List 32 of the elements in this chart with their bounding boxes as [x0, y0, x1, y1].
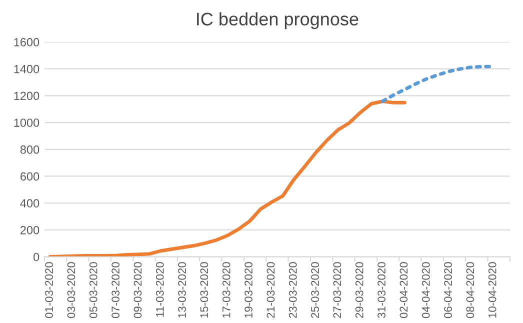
x-tick-label: 01-03-2020 [45, 262, 53, 318]
y-tick-label: 1400 [14, 64, 40, 74]
y-tick-label: 200 [20, 226, 40, 234]
x-tick-label: 02-04-2020 [400, 262, 408, 318]
x-tick-label: 08-04-2020 [466, 262, 474, 318]
x-tick-label: 06-04-2020 [444, 262, 452, 318]
x-tick-label: 05-03-2020 [89, 262, 98, 318]
x-tick-label: 13-03-2020 [178, 262, 186, 318]
x-tick-label: 04-04-2020 [422, 262, 430, 318]
x-tick-label: 10-04-2020 [488, 262, 496, 318]
y-tick-label: 800 [20, 145, 40, 154]
chart-title: IC bedden prognose [197, 12, 358, 30]
x-tick-label: 15-03-2020 [200, 262, 208, 318]
x-tick-label: 23-03-2020 [288, 262, 297, 318]
x-tick-label: 17-03-2020 [222, 262, 230, 318]
x-tick-label: 07-03-2020 [112, 262, 120, 318]
y-tick-label: 0 [33, 252, 40, 262]
x-tick-label: 29-03-2020 [355, 262, 364, 318]
y-tick-label: 1600 [14, 38, 40, 46]
x-tick-label: 31-03-2020 [378, 262, 386, 318]
y-tick-label: 1200 [14, 92, 40, 100]
x-tick-label: 19-03-2020 [244, 262, 252, 318]
line-series [48, 100, 406, 257]
x-tick-label: 21-03-2020 [266, 262, 275, 318]
y-tick-label: 1000 [14, 118, 40, 127]
x-tick-label: 09-03-2020 [134, 262, 142, 318]
y-tick-label: 600 [20, 172, 40, 181]
x-tick-label: 25-03-2020 [311, 262, 319, 318]
y-tick-label: 400 [20, 199, 40, 208]
x-tick-label: 11-03-2020 [156, 262, 164, 317]
x-tick-label: 27-03-2020 [333, 262, 342, 318]
x-tick-label: 03-03-2020 [67, 262, 76, 318]
